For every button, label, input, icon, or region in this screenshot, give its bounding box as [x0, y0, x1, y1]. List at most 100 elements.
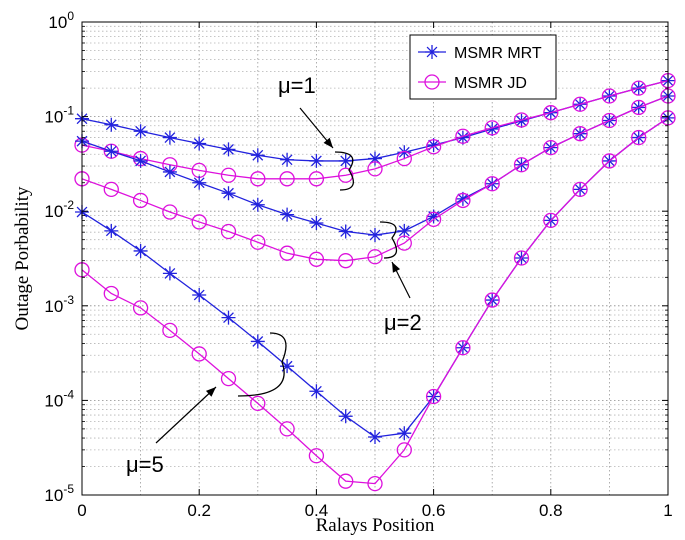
- asterisk-marker: [514, 113, 529, 128]
- y-axis-label: Outage Porbability: [12, 186, 33, 331]
- asterisk-marker: [368, 151, 382, 166]
- circle-marker: [631, 129, 647, 146]
- asterisk-marker: [309, 216, 324, 231]
- circle-marker: [572, 181, 588, 198]
- circle-marker: [279, 421, 295, 437]
- circle-marker: [513, 250, 530, 266]
- asterisk-marker: [426, 138, 441, 153]
- asterisk-marker: [309, 384, 324, 399]
- series-line: [81, 95, 669, 262]
- annotations: μ=1 μ=2 μ=5: [126, 73, 422, 477]
- plot-frame: [81, 21, 669, 496]
- asterisk-marker: [250, 334, 265, 349]
- x-axis-label: Ralays Position: [316, 515, 435, 536]
- asterisk-marker: [104, 223, 119, 238]
- annotation-label: μ=1: [278, 73, 316, 98]
- asterisk-marker: [338, 409, 353, 424]
- circle-marker: [631, 99, 647, 116]
- series-msmr-jd-mu-2: [74, 88, 676, 269]
- circle-marker: [279, 171, 295, 187]
- y-tick-label: 100: [48, 9, 74, 32]
- asterisk-marker: [280, 359, 295, 374]
- asterisk-marker: [280, 207, 295, 222]
- circle-marker: [425, 211, 442, 228]
- annotation-label: μ=5: [126, 452, 164, 477]
- annotation-mu-1: μ=1: [278, 73, 355, 191]
- legend: MSMR MRT MSMR JD: [409, 34, 557, 100]
- asterisk-marker: [397, 145, 412, 160]
- annotation-mu-5: μ=5: [126, 332, 287, 477]
- circle-marker: [484, 176, 500, 192]
- annotation-label: μ=2: [384, 310, 422, 335]
- circle-marker: [572, 126, 588, 142]
- asterisk-marker: [368, 228, 382, 243]
- circle-marker: [425, 388, 442, 405]
- circle-marker: [601, 153, 618, 169]
- circle-marker: [396, 150, 412, 167]
- series-msmr-jd-mu-1: [74, 72, 676, 187]
- circle-marker: [543, 139, 559, 156]
- circle-marker: [484, 292, 500, 308]
- asterisk-marker: [426, 209, 441, 224]
- brace-mark: [334, 151, 355, 191]
- circle-marker: [396, 235, 412, 251]
- circle-marker: [367, 475, 383, 492]
- circle-marker: [513, 112, 530, 128]
- circle-marker: [250, 171, 266, 187]
- circle-marker: [455, 128, 471, 144]
- asterisk-marker: [309, 153, 324, 168]
- x-tick-label: 0.2: [187, 501, 211, 520]
- y-tick-label: 10-3: [44, 293, 74, 316]
- asterisk-marker: [455, 191, 470, 206]
- brace-mark: [379, 221, 398, 259]
- x-tick-label: 0.4: [305, 501, 329, 520]
- asterisk-marker: [221, 186, 236, 201]
- series-msmr-jd-mu-5: [74, 110, 676, 492]
- asterisk-marker: [397, 223, 412, 238]
- asterisk-marker: [250, 197, 265, 212]
- circle-marker: [220, 167, 237, 183]
- circle-marker: [572, 96, 588, 112]
- circle-marker: [455, 192, 471, 209]
- asterisk-marker: [133, 124, 148, 139]
- circle-marker: [132, 192, 149, 209]
- circle-marker: [338, 473, 354, 489]
- y-tick-label: 10-1: [44, 104, 74, 127]
- series-line: [81, 117, 669, 485]
- asterisk-marker: [250, 148, 265, 163]
- asterisk-marker: [192, 175, 207, 190]
- asterisk-marker: [192, 288, 207, 303]
- circle-marker: [338, 167, 354, 183]
- asterisk-marker: [338, 153, 353, 168]
- x-tick-label: 0.8: [539, 501, 563, 520]
- legend-item-msmr-mrt: MSMR MRT: [418, 45, 542, 62]
- y-tick-label: 10-5: [44, 482, 74, 505]
- series-line: [81, 80, 669, 180]
- circle-marker: [308, 251, 325, 267]
- circle-marker: [250, 395, 266, 412]
- circle-marker: [220, 223, 237, 240]
- legend-item-msmr-jd: MSMR JD: [418, 74, 527, 92]
- circle-marker: [543, 105, 559, 121]
- legend-label: MSMR MRT: [454, 45, 542, 62]
- asterisk-marker: [133, 153, 148, 168]
- circle-marker: [250, 234, 266, 250]
- circle-marker: [513, 157, 530, 173]
- circle-marker: [484, 120, 500, 136]
- arrow-head: [205, 387, 216, 397]
- circle-marker: [425, 139, 442, 155]
- arrow-head: [323, 137, 333, 148]
- circle-marker: [308, 448, 325, 464]
- circle-marker: [220, 370, 237, 387]
- arrow-head: [392, 262, 401, 273]
- y-tick-label: 10-4: [44, 387, 74, 410]
- asterisk-marker: [368, 430, 382, 445]
- legend-label: MSMR JD: [454, 75, 527, 92]
- circle-marker: [308, 171, 325, 187]
- circle-marker: [132, 300, 149, 316]
- axis-ticks: 0 0.2 0.4 0.6 0.8 1 100 10-1 10-2 10-3 10-4 10-5: [44, 9, 672, 520]
- arrow-line: [155, 386, 217, 444]
- asterisk-marker: [162, 266, 177, 281]
